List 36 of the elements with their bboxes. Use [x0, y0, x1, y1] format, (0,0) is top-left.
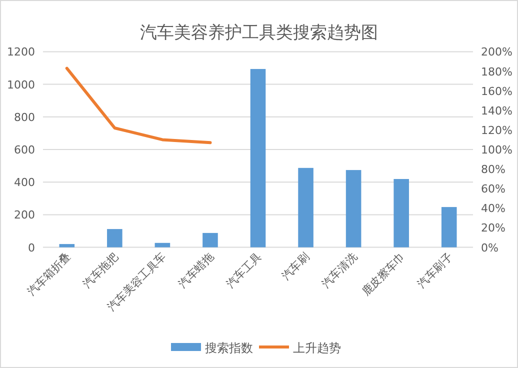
- bar: [250, 68, 266, 248]
- legend-label: 搜索指数: [205, 341, 253, 355]
- y2-tick-label: 160%: [481, 84, 512, 98]
- bar: [394, 179, 409, 248]
- bar: [202, 232, 218, 248]
- y2-tick-label: 200%: [481, 46, 512, 59]
- y2-tick-label: 40%: [481, 202, 506, 216]
- x-tick-label: 汽车工具: [224, 250, 264, 291]
- bar: [441, 207, 457, 248]
- x-tick-label: 汽车清洗: [319, 250, 360, 291]
- chart-title: 汽车美容养护工具类搜索趋势图: [140, 23, 378, 43]
- x-tick-label: 汽车刷子: [414, 250, 456, 291]
- y-tick-label: 1200: [7, 46, 35, 59]
- bar: [154, 242, 170, 248]
- y-tick-label: 400: [14, 176, 35, 190]
- x-tick-label: 汽车蜡拖: [176, 250, 216, 291]
- legend-label: 上升趋势: [293, 341, 341, 355]
- y2-tick-label: 100%: [481, 144, 512, 156]
- bar: [298, 168, 314, 248]
- x-tick-label: 汽车拖把: [80, 250, 121, 291]
- y-tick-label: 800: [14, 110, 35, 124]
- y2-tick-label: 120%: [481, 124, 512, 137]
- y-tick-label: 200: [14, 208, 35, 222]
- y2-tick-label: 140%: [481, 104, 512, 118]
- y-tick-label: 1000: [7, 78, 35, 92]
- x-tick-label: 汽车刷: [279, 250, 312, 283]
- y2-tick-label: 80%: [481, 163, 506, 176]
- y-tick-label: 600: [14, 144, 35, 156]
- bar: [107, 229, 122, 248]
- y2-tick-label: 60%: [481, 182, 506, 196]
- y2-tick-label: 0%: [481, 241, 498, 254]
- y2-tick-label: 20%: [481, 222, 506, 235]
- x-tick-label: 鹿皮擦车巾: [359, 250, 408, 298]
- y2-tick-label: 180%: [481, 65, 512, 78]
- bar: [346, 170, 362, 248]
- bar: [59, 244, 75, 248]
